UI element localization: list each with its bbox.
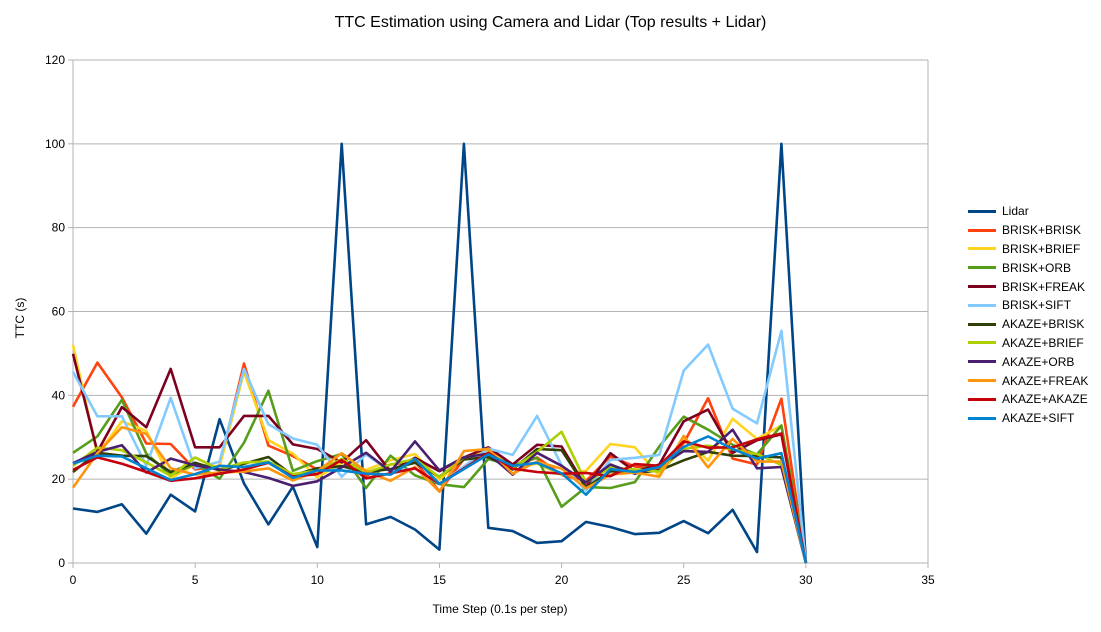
legend-swatch (968, 266, 996, 270)
chart-legend: Lidar BRISK+BRISK BRISK+BRIEF BRISK+ORB BRIS… (968, 202, 1088, 428)
legend-item: AKAZE+FREAK (968, 371, 1088, 390)
series-line-akaze-brief (72, 430, 808, 564)
series-line-lidar (72, 142, 808, 564)
legend-label: AKAZE+SIFT (1002, 411, 1075, 426)
y-tick-label: 40 (52, 388, 66, 402)
legend-label: AKAZE+AKAZE (1002, 392, 1088, 407)
y-tick-label: 20 (52, 472, 66, 486)
legend-swatch (968, 303, 996, 307)
y-tick-label: 120 (45, 53, 65, 67)
chart-title: TTC Estimation using Camera and Lidar (T… (334, 14, 767, 31)
legend-label: AKAZE+FREAK (1002, 373, 1089, 388)
legend-label: Lidar (1002, 204, 1029, 219)
legend-item: BRISK+BRISK (968, 221, 1088, 240)
y-tick-label: 0 (58, 556, 65, 570)
legend-item: BRISK+BRIEF (968, 240, 1088, 259)
legend-item: BRISK+SIFT (968, 296, 1088, 315)
y-tick-label: 100 (45, 137, 65, 151)
series-line-akaze-orb (72, 428, 808, 564)
legend-item: AKAZE+BRISK (968, 315, 1088, 334)
legend-label: AKAZE+ORB (1002, 354, 1075, 369)
x-tick-label: 15 (433, 573, 447, 587)
legend-item: AKAZE+BRIEF (968, 334, 1088, 353)
x-axis-label: Time Step (0.1s per step) (433, 602, 568, 616)
legend-item: BRISK+FREAK (968, 277, 1088, 296)
y-axis-label: TTC (s) (13, 298, 27, 339)
tick-labels: 0 20 40 60 80 100 120 0 5 10 15 20 25 30 35 (45, 53, 935, 587)
grid-lines (73, 59, 928, 564)
legend-label: BRISK+SIFT (1002, 298, 1072, 313)
legend-item: AKAZE+ORB (968, 352, 1088, 371)
legend-swatch (968, 416, 996, 420)
legend-swatch (968, 285, 996, 289)
legend-swatch (968, 228, 996, 232)
legend-item: AKAZE+SIFT (968, 409, 1088, 428)
legend-item: AKAZE+AKAZE (968, 390, 1088, 409)
legend-swatch (968, 379, 996, 383)
x-tick-label: 25 (677, 573, 691, 587)
legend-label: BRISK+BRISK (1002, 223, 1082, 238)
legend-label: AKAZE+BRIEF (1002, 335, 1084, 350)
legend-swatch (968, 341, 996, 345)
legend-item: BRISK+ORB (968, 258, 1088, 277)
legend-swatch (968, 322, 996, 326)
y-tick-label: 60 (52, 305, 66, 319)
x-tick-label: 0 (70, 573, 77, 587)
x-tick-label: 5 (192, 573, 199, 587)
legend-label: AKAZE+BRISK (1002, 317, 1085, 332)
series-lines (71, 142, 808, 564)
legend-label: BRISK+FREAK (1002, 279, 1086, 294)
legend-swatch (968, 209, 996, 213)
legend-swatch (968, 247, 996, 251)
legend-swatch (968, 360, 996, 364)
legend-swatch (968, 397, 996, 401)
legend-label: BRISK+BRIEF (1002, 241, 1081, 256)
x-tick-label: 30 (799, 573, 813, 587)
legend-label: BRISK+ORB (1002, 260, 1072, 275)
axes (68, 59, 929, 568)
x-tick-label: 20 (555, 573, 569, 587)
x-tick-label: 10 (311, 573, 325, 587)
legend-item: Lidar (968, 202, 1088, 221)
y-tick-label: 80 (52, 221, 66, 235)
x-tick-label: 35 (921, 573, 935, 587)
series-line-akaze-sift (72, 435, 808, 564)
